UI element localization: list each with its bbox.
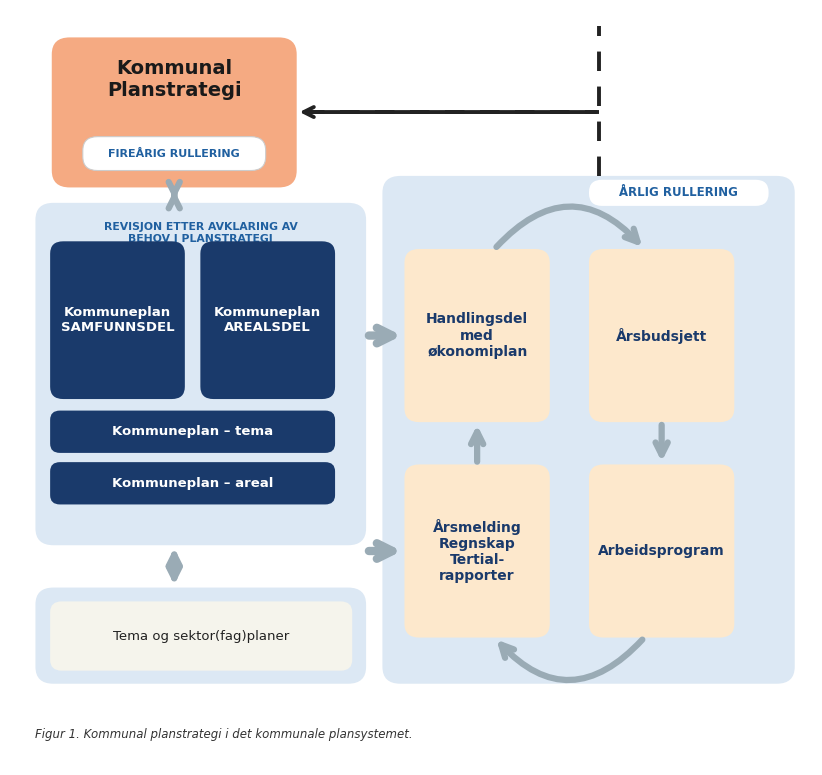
Text: Tema og sektor(fag)planer: Tema og sektor(fag)planer [113, 629, 289, 642]
Text: Årsmelding
Regnskap
Tertial-
rapporter: Årsmelding Regnskap Tertial- rapporter [432, 518, 521, 584]
FancyBboxPatch shape [52, 37, 297, 188]
FancyBboxPatch shape [201, 241, 335, 399]
Text: REVISJON ETTER AVKLARING AV
BEHOV I PLANSTRATEGI: REVISJON ETTER AVKLARING AV BEHOV I PLAN… [104, 222, 298, 243]
FancyBboxPatch shape [404, 249, 550, 422]
FancyBboxPatch shape [589, 180, 769, 206]
FancyBboxPatch shape [50, 601, 352, 670]
FancyBboxPatch shape [404, 464, 550, 638]
Text: Kommuneplan
AREALSDEL: Kommuneplan AREALSDEL [215, 306, 321, 334]
FancyBboxPatch shape [35, 203, 366, 546]
Text: Kommuneplan – areal: Kommuneplan – areal [112, 477, 273, 490]
FancyBboxPatch shape [589, 249, 734, 422]
Text: Kommuneplan – tema: Kommuneplan – tema [112, 425, 273, 438]
FancyBboxPatch shape [83, 136, 266, 170]
Text: Handlingsdel
med
økonomiplan: Handlingsdel med økonomiplan [426, 312, 529, 359]
Text: Årsbudsjett: Årsbudsjett [616, 328, 707, 343]
FancyBboxPatch shape [50, 411, 335, 453]
Text: FIREÅRIG RULLERING: FIREÅRIG RULLERING [109, 149, 240, 159]
Text: Kommunal
Planstrategi: Kommunal Planstrategi [107, 59, 242, 100]
FancyBboxPatch shape [589, 464, 734, 638]
Text: Figur 1. Kommunal planstrategi i det kommunale plansystemet.: Figur 1. Kommunal planstrategi i det kom… [35, 728, 413, 742]
FancyBboxPatch shape [382, 176, 795, 684]
FancyBboxPatch shape [50, 462, 335, 505]
Text: ÅRLIG RULLERING: ÅRLIG RULLERING [619, 186, 738, 199]
FancyBboxPatch shape [50, 241, 185, 399]
Text: Kommuneplan
SAMFUNNSDEL: Kommuneplan SAMFUNNSDEL [61, 306, 174, 334]
FancyBboxPatch shape [35, 587, 366, 684]
Text: Arbeidsprogram: Arbeidsprogram [598, 544, 725, 558]
